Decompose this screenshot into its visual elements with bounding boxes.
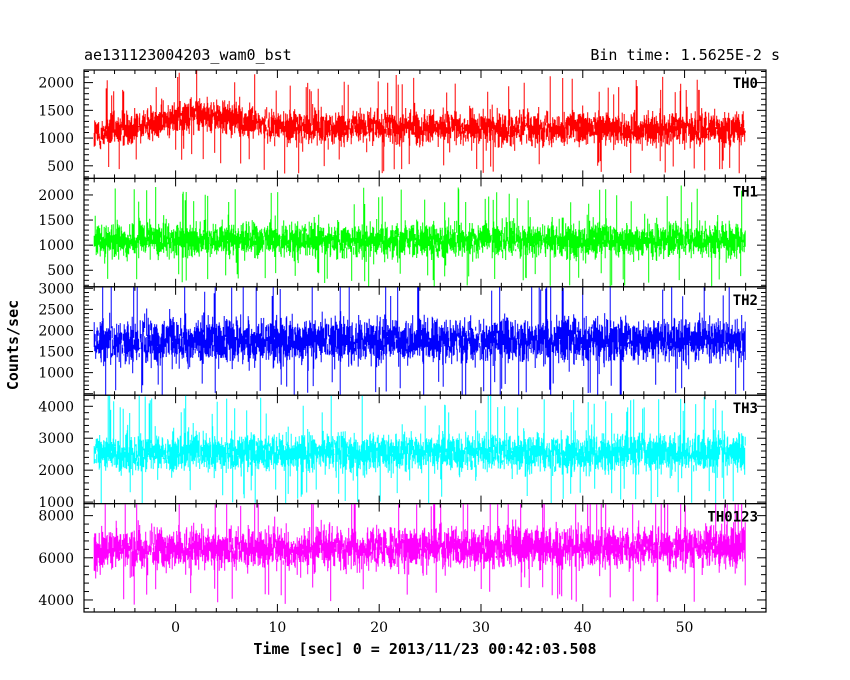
series-th0 [93,70,746,174]
y-tick-label: 1000 [38,131,74,147]
panel-th3: 1000 2000 3000 4000 TH3 [38,394,767,511]
panels-group: 500 1000 1500 2000 TH0 500 1000 1500 2000 TH1 1000… [38,69,767,613]
panel-label-th1: TH1 [733,184,758,200]
x-tick-label: 40 [574,620,592,636]
series-th2 [93,286,746,396]
x-tick-label: 0 [171,620,180,636]
y-tick-label: 2000 [38,323,74,339]
y-tick-label: 4000 [38,593,74,609]
y-tick-label: 1500 [38,345,74,361]
y-tick-label: 1000 [38,238,74,254]
panel-th1: 500 1000 1500 2000 TH1 [38,177,767,288]
panel-label-th2: TH2 [733,293,758,309]
y-tick-label: 3000 [38,431,74,447]
series-th0123 [93,503,746,605]
x-tick-label: 50 [676,620,694,636]
y-tick-label: 500 [47,263,74,279]
y-tick-label: 1500 [38,103,74,119]
y-tick-label: 2500 [38,302,74,318]
y-tick-label: 8000 [38,509,74,525]
x-tick-label: 10 [268,620,286,636]
series-th1 [93,185,746,287]
x-axis-title: Time [sec] 0 = 2013/11/23 00:42:03.508 [253,640,596,658]
panel-label-th3: TH3 [733,401,758,417]
x-axis: 0 10 20 30 40 50 [171,620,693,636]
panel-th0: 500 1000 1500 2000 TH0 [38,69,767,180]
panel-label-th0: TH0 [733,76,758,92]
panel-th0123: 4000 6000 8000 TH0123 [38,503,767,613]
series-th3 [93,395,746,504]
y-axis-title: Counts/sec [4,300,22,390]
y-tick-label: 2000 [38,463,74,479]
y-tick-label: 4000 [38,399,74,415]
chart-title: ae131123004203_wam0_bst [84,46,292,64]
bin-time-label: Bin time: 1.5625E-2 s [590,46,780,64]
panel-th2: 1000 1500 2000 2500 3000 TH2 [38,281,767,396]
y-tick-label: 3000 [38,281,74,297]
y-tick-label: 6000 [38,551,74,567]
panel-label-th0123: TH0123 [707,510,758,526]
y-tick-label: 1000 [38,495,74,511]
y-tick-label: 2000 [38,188,74,204]
x-tick-label: 30 [472,620,490,636]
x-tick-label: 20 [370,620,388,636]
y-tick-label: 500 [47,159,74,175]
y-tick-label: 1500 [38,213,74,229]
y-tick-label: 2000 [38,76,74,92]
y-tick-label: 1000 [38,366,74,382]
